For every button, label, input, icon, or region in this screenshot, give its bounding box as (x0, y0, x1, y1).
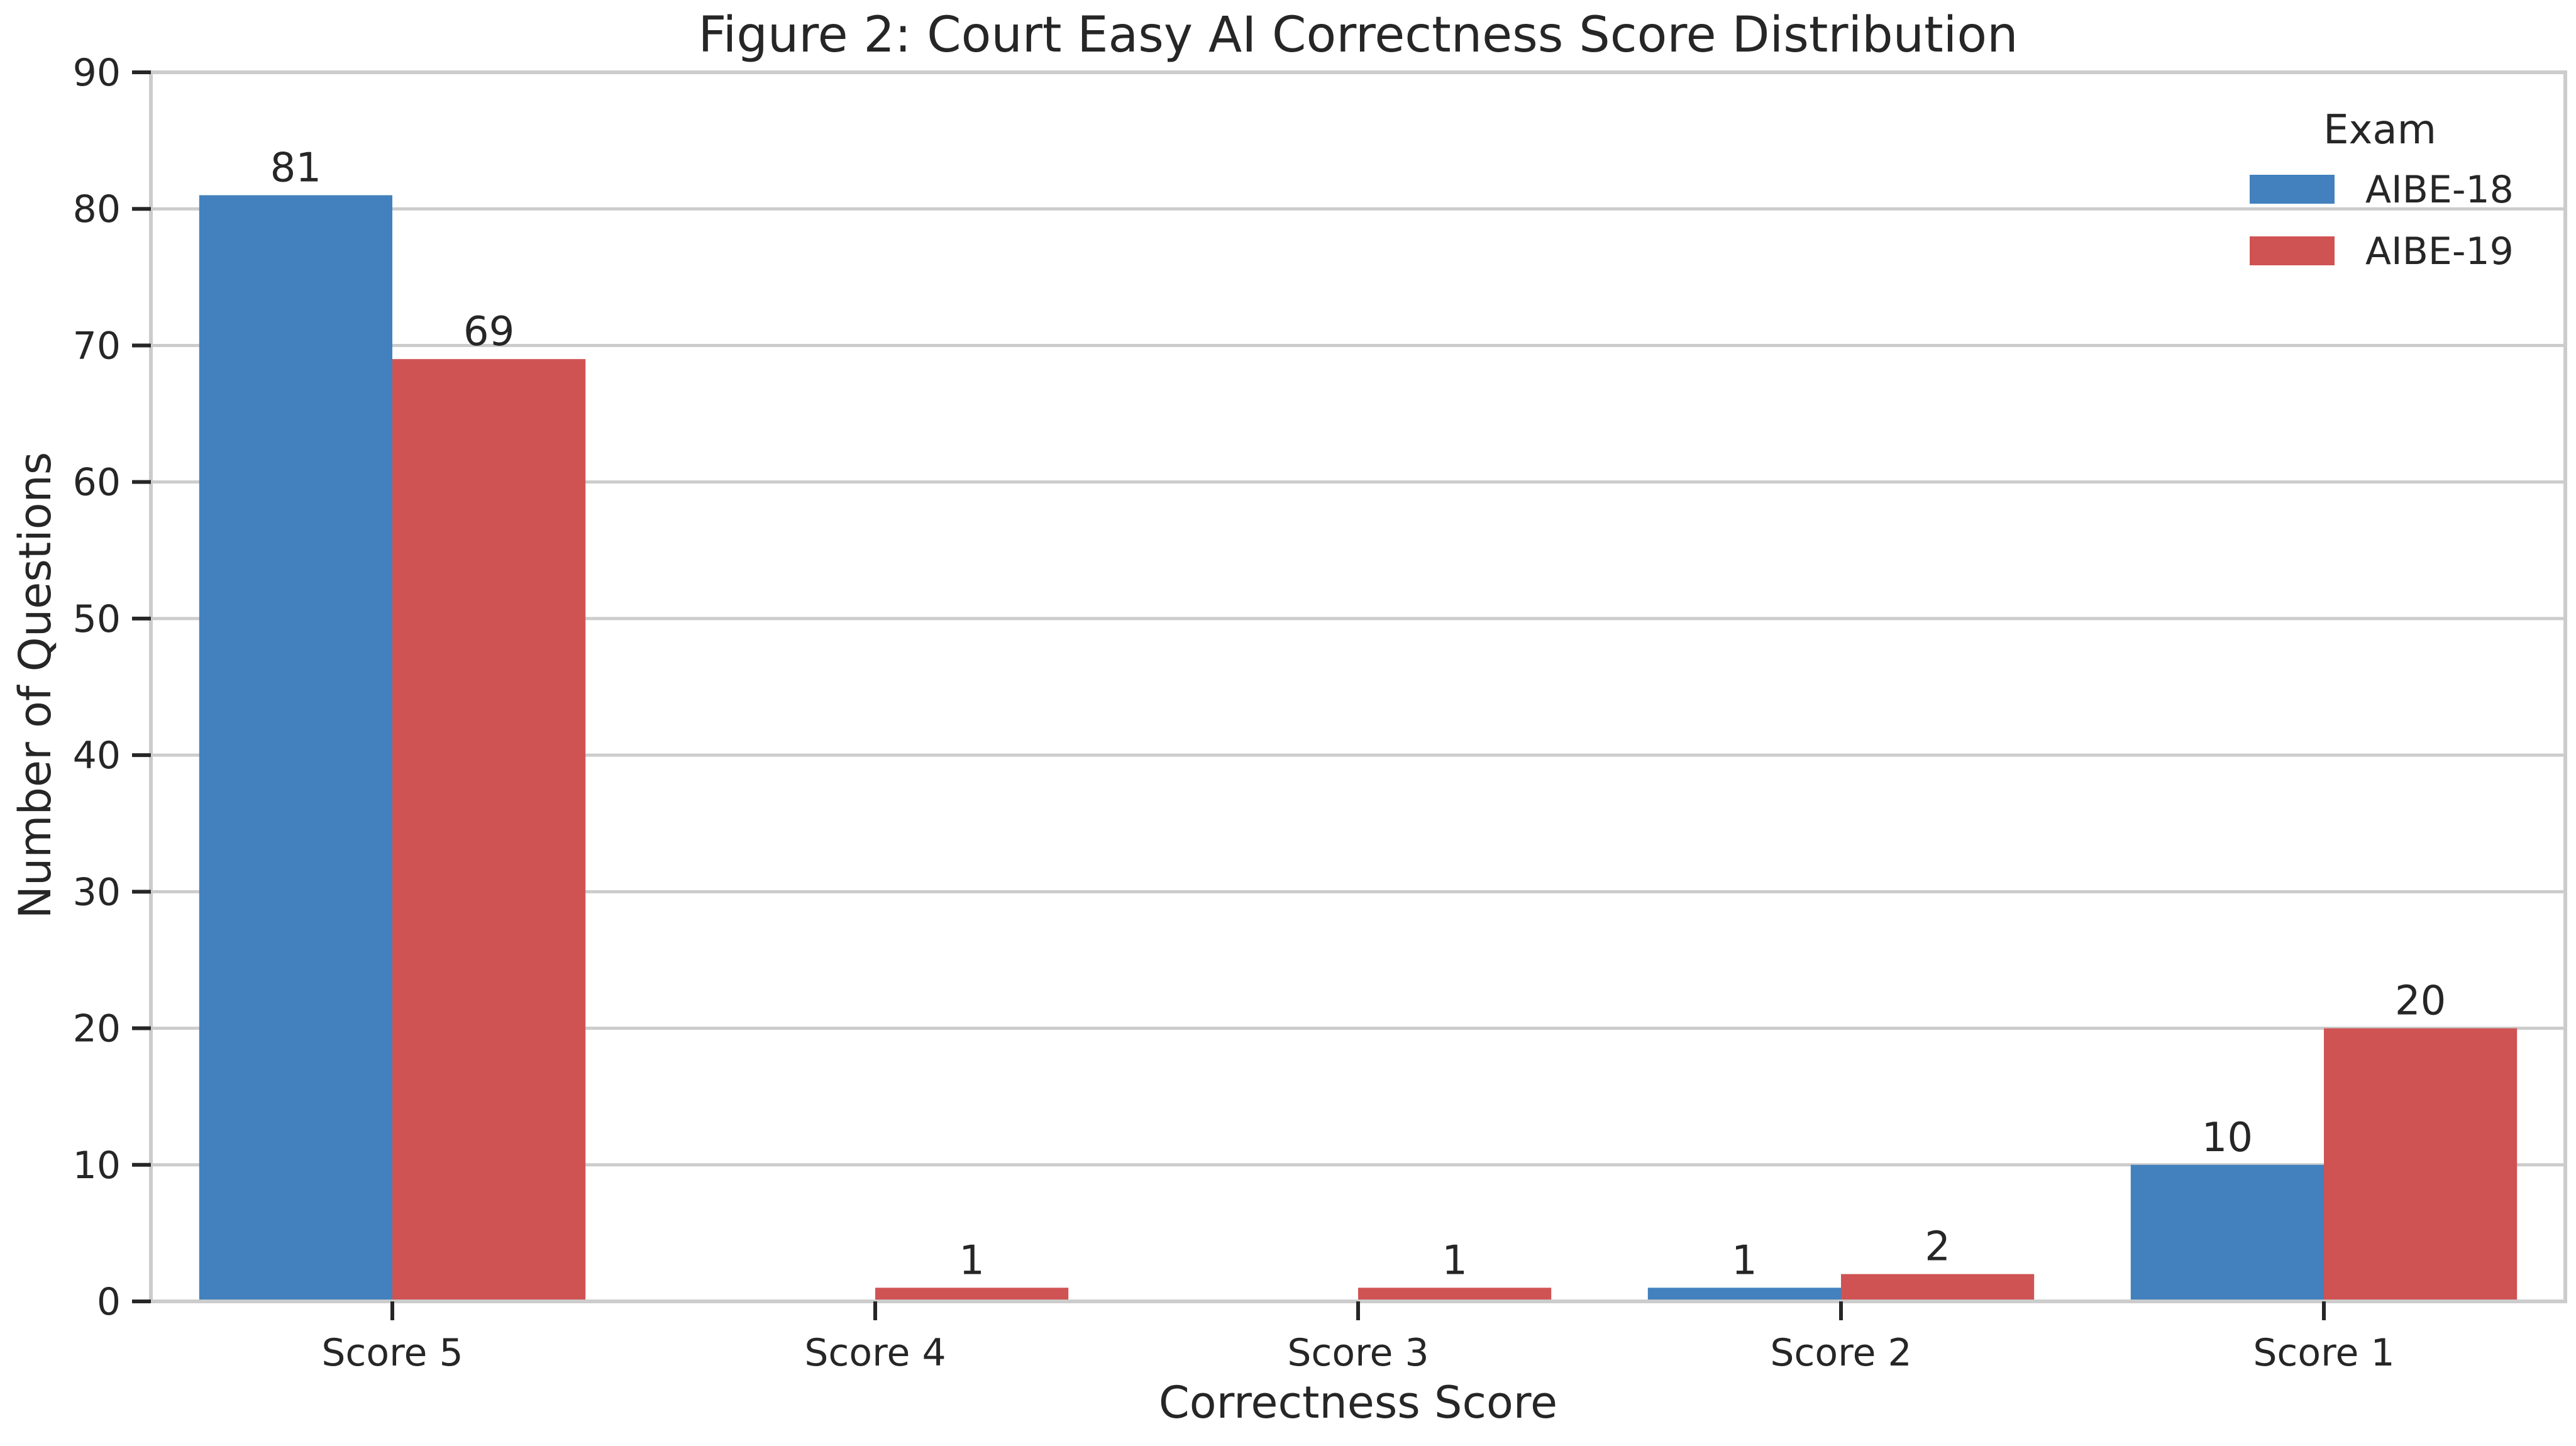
data-label-aibe-19-score-1: 20 (2395, 978, 2446, 1025)
data-label-aibe-18-score-1: 10 (2202, 1115, 2253, 1161)
x-tick-label: Score 2 (1770, 1331, 1911, 1375)
legend-label-aibe-18: AIBE-18 (2365, 168, 2514, 212)
y-tick-label: 50 (73, 597, 121, 641)
data-label-aibe-18-score-2: 1 (1732, 1237, 1757, 1284)
x-axis-label: Correctness Score (1159, 1377, 1557, 1428)
data-label-aibe-19-score-5: 69 (463, 309, 514, 355)
data-label-aibe-19-score-3: 1 (1442, 1237, 1468, 1284)
data-label-aibe-19-score-2: 2 (1925, 1224, 1950, 1271)
y-tick-label: 40 (73, 734, 121, 778)
x-tick-label: Score 3 (1287, 1331, 1429, 1375)
x-tick-label: Score 5 (321, 1331, 463, 1375)
legend-item-aibe-19: AIBE-19 (2250, 229, 2514, 273)
legend-swatch-aibe-19 (2250, 236, 2335, 265)
x-tick-label: Score 1 (2253, 1331, 2394, 1375)
data-label-aibe-18-score-5: 81 (270, 145, 321, 192)
legend-title: Exam (2323, 107, 2436, 153)
y-tick-label: 30 (73, 870, 121, 914)
bar-aibe-18-score-2 (1647, 1288, 1841, 1301)
y-tick-label: 90 (73, 51, 121, 95)
bar-aibe-18-score-5 (199, 195, 392, 1301)
y-tick-label: 20 (73, 1007, 121, 1051)
bar-aibe-19-score-2 (1841, 1274, 2035, 1301)
bar-aibe-19-score-4 (875, 1288, 1069, 1301)
bar-aibe-19-score-5 (392, 359, 586, 1301)
y-tick-label: 60 (73, 461, 121, 505)
legend-label-aibe-19: AIBE-19 (2365, 229, 2514, 273)
chart-title: Figure 2: Court Easy AI Correctness Scor… (698, 7, 2018, 63)
data-labels: 81 1 10 69 1 1 2 20 (270, 145, 2446, 1284)
bar-aibe-19-score-1 (2324, 1028, 2518, 1301)
data-label-aibe-19-score-4: 1 (959, 1237, 985, 1284)
y-tick-label: 80 (73, 187, 121, 231)
ticks: 0 10 20 30 40 50 60 70 80 90 Score 5 Score 4 Score 3… (73, 51, 2395, 1375)
bars (199, 195, 2518, 1301)
y-tick-label: 10 (73, 1144, 121, 1188)
legend: Exam AIBE-18 AIBE-19 (2250, 107, 2514, 273)
legend-swatch-aibe-18 (2250, 175, 2335, 204)
x-tick-label: Score 4 (804, 1331, 946, 1375)
y-tick-label: 0 (97, 1280, 121, 1324)
bar-aibe-18-score-1 (2130, 1164, 2324, 1301)
y-tick-label: 70 (73, 324, 121, 368)
legend-item-aibe-18: AIBE-18 (2250, 168, 2514, 212)
bar-aibe-19-score-3 (1358, 1288, 1552, 1301)
y-axis-label: Number of Questions (9, 452, 61, 919)
